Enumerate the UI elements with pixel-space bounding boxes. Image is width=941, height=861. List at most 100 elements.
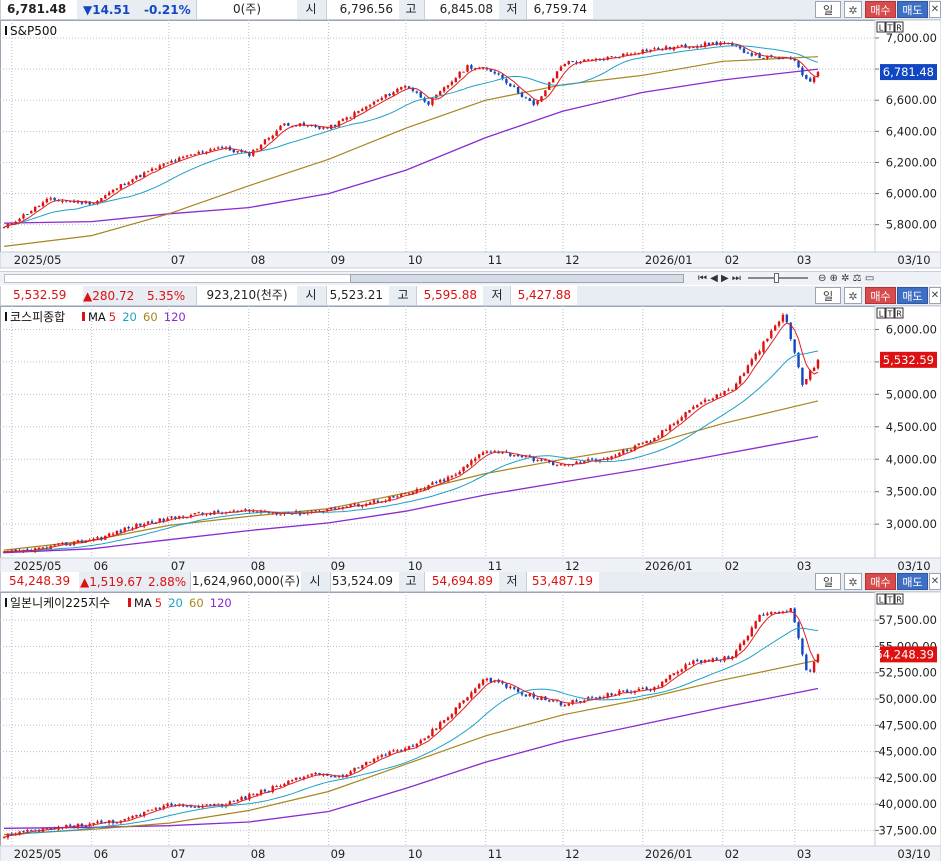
candle-body xyxy=(201,151,204,153)
day-period-button[interactable]: 일 xyxy=(815,287,841,304)
candle-body xyxy=(287,123,290,126)
nikkei-chart[interactable]: 57,500.0055,000.0052,500.0050,000.0047,5… xyxy=(0,592,941,861)
candle-body xyxy=(742,640,746,645)
candle-body xyxy=(583,461,586,464)
candle-body xyxy=(403,85,407,88)
chart-scrollbar[interactable]: ⏮ ◀ ▶ ⏭ ⊖ ⊕ ✲ ⚖ ▭ xyxy=(0,271,941,285)
zoom-slider-handle[interactable] xyxy=(774,273,779,283)
x-tick-label: 07 xyxy=(171,847,186,861)
candle-body xyxy=(489,68,493,72)
candle-body xyxy=(329,507,333,510)
candle-body xyxy=(805,379,808,385)
candle-body xyxy=(275,512,278,515)
close-icon[interactable]: ✕ xyxy=(929,573,941,590)
chart-title: 일본니케이225지수 xyxy=(10,596,110,610)
sell-button[interactable]: 매도 xyxy=(897,573,928,590)
candle-body xyxy=(505,683,508,688)
ma5-line xyxy=(3,610,819,838)
candle-body xyxy=(166,518,169,521)
x-tick-label: 08 xyxy=(251,847,266,861)
candle-body xyxy=(333,508,337,510)
candle-body xyxy=(291,780,294,782)
candle-body xyxy=(271,512,274,514)
candle-body xyxy=(388,94,391,96)
buy-button[interactable]: 매수 xyxy=(865,1,896,18)
buy-button[interactable]: 매수 xyxy=(865,573,896,590)
candle-body xyxy=(139,814,142,817)
legend-entry: 120 xyxy=(210,596,232,610)
candle-body xyxy=(731,656,734,659)
candle-body xyxy=(419,92,422,98)
candle-body xyxy=(127,182,130,185)
scroll-thumb[interactable] xyxy=(350,274,684,283)
candle-body xyxy=(361,109,364,112)
sp500-chart[interactable]: 7,000.006,800.006,600.006,400.006,200.00… xyxy=(0,20,941,271)
candle-body xyxy=(205,151,208,154)
candle-body xyxy=(439,91,442,96)
candle-body xyxy=(719,394,722,396)
candle-body xyxy=(185,155,189,157)
candle-body xyxy=(614,694,617,696)
candle-body xyxy=(501,682,504,684)
ma5-line xyxy=(3,42,819,228)
kospi-chart[interactable]: 6,000.005,500.005,000.004,500.004,000.00… xyxy=(0,306,941,572)
candle-body xyxy=(793,339,796,353)
zoom-controls[interactable]: ⊖ ⊕ ✲ ⚖ ▭ xyxy=(818,273,875,284)
candle-body xyxy=(785,314,789,323)
candle-body xyxy=(396,496,399,498)
change-percent: 2.88% xyxy=(148,575,187,589)
gear-icon[interactable]: ✲ xyxy=(844,1,862,18)
candle-body xyxy=(442,479,446,482)
gear-icon[interactable]: ✲ xyxy=(844,573,862,590)
candle-body xyxy=(2,837,6,839)
scroll-nav-controls[interactable]: ⏮ ◀ ▶ ⏭ xyxy=(698,273,741,284)
legend-marker xyxy=(128,598,131,607)
candle-body xyxy=(275,786,278,788)
x-tick-label: 2025/05 xyxy=(14,559,62,572)
close-icon[interactable]: ✕ xyxy=(929,287,941,304)
candle-body xyxy=(672,673,676,676)
candle-body xyxy=(715,394,718,399)
y-tick-label: 45,000.00 xyxy=(878,745,937,759)
candle-body xyxy=(361,505,364,507)
buy-button[interactable]: 매수 xyxy=(865,287,896,304)
candle-body xyxy=(587,459,590,461)
candle-body xyxy=(797,352,800,368)
candle-body xyxy=(770,330,773,338)
y-tick-label: 3,500.00 xyxy=(886,485,937,499)
candle-body xyxy=(111,533,115,535)
candle-body xyxy=(750,359,753,365)
sell-button[interactable]: 매도 xyxy=(897,287,928,304)
candle-body xyxy=(442,87,446,92)
candle-body xyxy=(248,794,251,800)
candle-body xyxy=(497,73,500,75)
ma120-line xyxy=(3,435,819,554)
candle-body xyxy=(567,703,570,706)
candle-body xyxy=(263,139,267,145)
x-tick-label: 10 xyxy=(408,559,423,572)
x-tick-label: 12 xyxy=(565,847,580,861)
close-icon[interactable]: ✕ xyxy=(929,1,941,18)
volume-value: 923,210(천주) xyxy=(196,286,297,305)
x-tick-label: 03 xyxy=(797,847,812,861)
candle-body xyxy=(326,509,329,512)
candle-body xyxy=(376,100,380,102)
gear-icon[interactable]: ✲ xyxy=(844,287,862,304)
day-period-button[interactable]: 일 xyxy=(815,573,841,590)
candle-body xyxy=(590,59,594,61)
y-tick-label: 6,000.00 xyxy=(886,322,937,336)
candle-body xyxy=(217,510,220,513)
candle-body xyxy=(781,314,785,322)
candle-body xyxy=(590,697,594,699)
candle-body xyxy=(477,454,481,458)
volume-value: 0(주) xyxy=(196,0,297,19)
candle-body xyxy=(614,455,617,457)
x-tick-label: 2026/01 xyxy=(645,559,693,572)
candle-body xyxy=(107,533,111,537)
candle-body xyxy=(458,471,461,475)
candle-body xyxy=(629,53,633,55)
sell-button[interactable]: 매도 xyxy=(897,1,928,18)
price-axis xyxy=(874,306,941,572)
candle-body xyxy=(65,824,68,828)
day-period-button[interactable]: 일 xyxy=(815,1,841,18)
